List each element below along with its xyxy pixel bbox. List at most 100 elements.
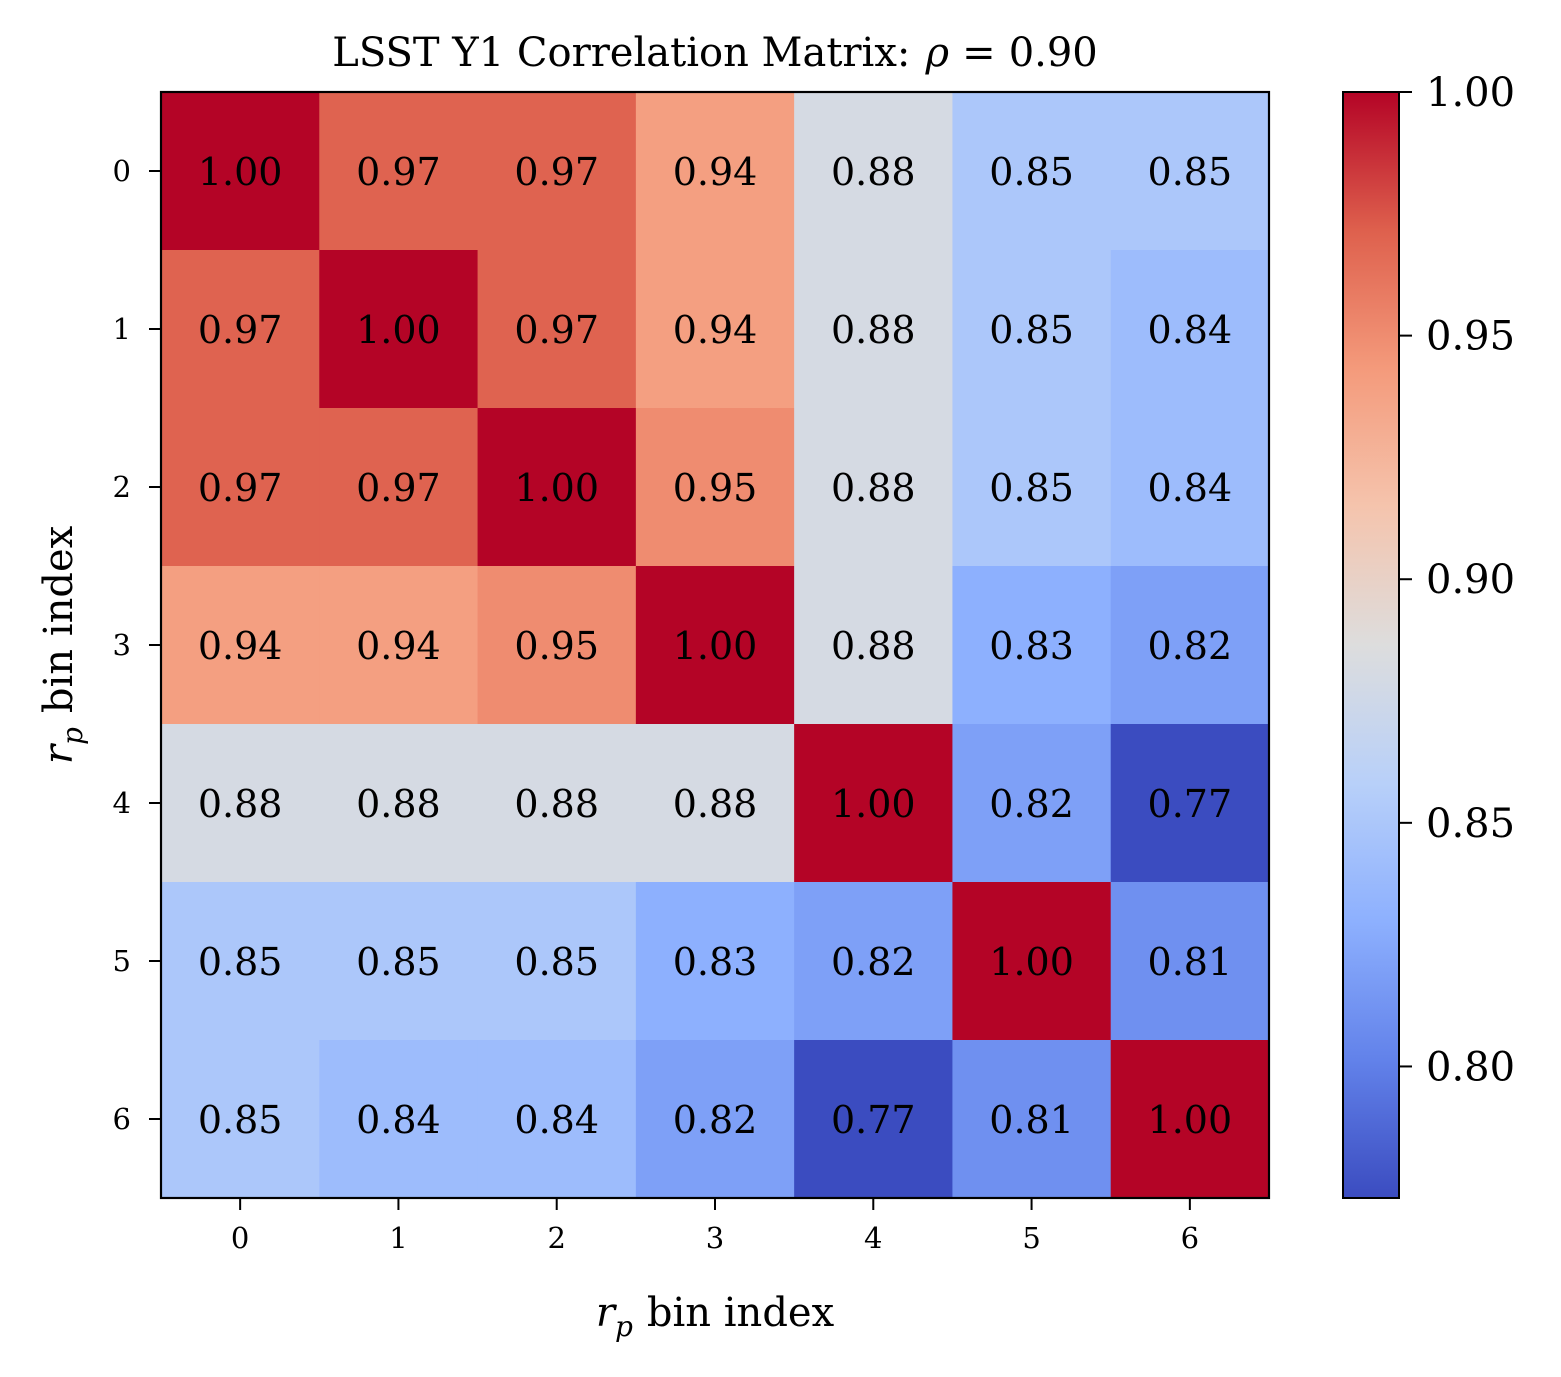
heatmap-cell xyxy=(952,92,1112,251)
x-tick-label: 5 xyxy=(1022,1221,1040,1255)
heatmap-cell-value: 0.84 xyxy=(514,1098,599,1142)
heatmap-cell-value: 0.85 xyxy=(989,150,1074,194)
heatmap-cell-value: 0.88 xyxy=(831,624,916,668)
x-tick-label: 1 xyxy=(389,1221,407,1255)
heatmap-cell-value: 0.97 xyxy=(198,466,283,510)
heatmap-cell xyxy=(1110,250,1270,409)
heatmap-cell-value: 1.00 xyxy=(356,308,441,352)
heatmap-cell-value: 0.77 xyxy=(1148,782,1233,826)
heatmap-cell xyxy=(477,566,637,725)
heatmap-cell xyxy=(477,882,637,1041)
heatmap-cell-value: 0.82 xyxy=(989,782,1074,826)
heatmap-cell xyxy=(319,250,479,409)
heatmap-cell-value: 0.85 xyxy=(198,1098,283,1142)
heatmap-cell xyxy=(794,250,953,409)
colorbar-tick-label: 0.85 xyxy=(1426,801,1515,847)
heatmap-cell xyxy=(161,566,320,725)
heatmap-cell-value: 0.81 xyxy=(1148,940,1233,984)
heatmap-cell-value: 1.00 xyxy=(514,466,599,510)
heatmap-cell-value: 0.84 xyxy=(356,1098,441,1142)
heatmap-cell xyxy=(161,1040,320,1199)
y-tick-label: 6 xyxy=(113,1102,131,1136)
y-tick-label: 2 xyxy=(113,470,131,504)
heatmap-cell xyxy=(1110,92,1270,251)
heatmap-cell xyxy=(635,250,795,409)
heatmap-cell xyxy=(1110,724,1270,883)
heatmap-cell xyxy=(635,566,795,725)
heatmap-cell xyxy=(1110,1040,1270,1199)
heatmap-cell-value: 1.00 xyxy=(1148,1098,1233,1142)
heatmap-cell-value: 0.81 xyxy=(989,1098,1074,1142)
heatmap-cell-value: 0.84 xyxy=(1148,308,1233,352)
heatmap-cell-value: 0.97 xyxy=(356,466,441,510)
heatmap-cell-value: 1.00 xyxy=(673,624,758,668)
heatmap-cell xyxy=(794,92,953,251)
y-tick-label: 3 xyxy=(113,628,131,662)
heatmap-cell xyxy=(635,92,795,251)
heatmap-cell xyxy=(794,566,953,725)
y-axis-ticks: 0 1 2 3 4 5 6 xyxy=(113,154,161,1136)
heatmap-cell xyxy=(477,1040,637,1199)
x-tick-label: 6 xyxy=(1181,1221,1199,1255)
heatmap-cell xyxy=(635,724,795,883)
heatmap-cell-value: 0.94 xyxy=(356,624,441,668)
heatmap-cell xyxy=(1110,566,1270,725)
heatmap-cell xyxy=(952,566,1112,725)
heatmap-cell-value: 0.85 xyxy=(1148,150,1233,194)
heatmap-cell xyxy=(319,566,479,725)
x-tick-label: 4 xyxy=(864,1221,882,1255)
heatmap-cell xyxy=(319,408,479,567)
heatmap-cell-value: 0.88 xyxy=(831,466,916,510)
heatmap-cell-value: 0.83 xyxy=(673,940,758,984)
heatmap-cell-value: 0.97 xyxy=(356,150,441,194)
heatmap-cell-value: 0.88 xyxy=(356,782,441,826)
heatmap-cell-value: 0.94 xyxy=(673,308,758,352)
heatmap-cell-value: 0.85 xyxy=(989,308,1074,352)
heatmap-cell-value: 0.88 xyxy=(831,308,916,352)
y-tick-label: 4 xyxy=(113,786,131,820)
heatmap-cell xyxy=(477,724,637,883)
heatmap-cell-value: 0.97 xyxy=(514,150,599,194)
heatmap-cell xyxy=(161,408,320,567)
heatmap-cell xyxy=(794,1040,953,1199)
heatmap-cell-value: 0.88 xyxy=(831,150,916,194)
heatmap-cell-value: 0.85 xyxy=(356,940,441,984)
heatmap-cell-value: 0.77 xyxy=(831,1098,916,1142)
heatmap-cell xyxy=(635,1040,795,1199)
y-tick-label: 1 xyxy=(113,312,131,346)
y-tick-label: 0 xyxy=(113,154,131,188)
heatmap-cell-value: 1.00 xyxy=(831,782,916,826)
heatmap-cell xyxy=(952,408,1112,567)
heatmap-cell xyxy=(952,250,1112,409)
heatmap-cell-value: 0.94 xyxy=(198,624,283,668)
heatmap-cell xyxy=(161,882,320,1041)
heatmap-cell-value: 0.95 xyxy=(514,624,599,668)
heatmap-cell xyxy=(635,408,795,567)
colorbar-tick-label: 0.80 xyxy=(1426,1044,1515,1090)
x-tick-label: 0 xyxy=(231,1221,249,1255)
heatmap-cell-value: 0.94 xyxy=(673,150,758,194)
heatmap-cell xyxy=(952,882,1112,1041)
heatmap-cell-value: 0.88 xyxy=(198,782,283,826)
heatmap-cell-value: 0.84 xyxy=(1148,466,1233,510)
y-tick-label: 5 xyxy=(113,944,131,978)
heatmap-cell-value: 0.85 xyxy=(514,940,599,984)
x-axis-label: rp bin index xyxy=(596,1290,835,1343)
y-axis-label: rpbin index xyxy=(36,525,89,764)
heatmap-cell-value: 0.88 xyxy=(514,782,599,826)
heatmap-cell xyxy=(794,408,953,567)
x-tick-label: 3 xyxy=(706,1221,724,1255)
heatmap-cell xyxy=(477,250,637,409)
heatmap-cell xyxy=(794,724,953,883)
heatmap-cell xyxy=(794,882,953,1041)
heatmap-cell xyxy=(952,1040,1112,1199)
heatmap-cell xyxy=(319,92,479,251)
colorbar-tick-label: 0.95 xyxy=(1426,314,1515,360)
heatmap-cell-value: 0.97 xyxy=(514,308,599,352)
heatmap-cell-value: 0.85 xyxy=(989,466,1074,510)
heatmap-cell xyxy=(319,1040,479,1199)
heatmap-cell xyxy=(477,92,637,251)
heatmap-cell-value: 1.00 xyxy=(989,940,1074,984)
heatmap-cell xyxy=(319,724,479,883)
